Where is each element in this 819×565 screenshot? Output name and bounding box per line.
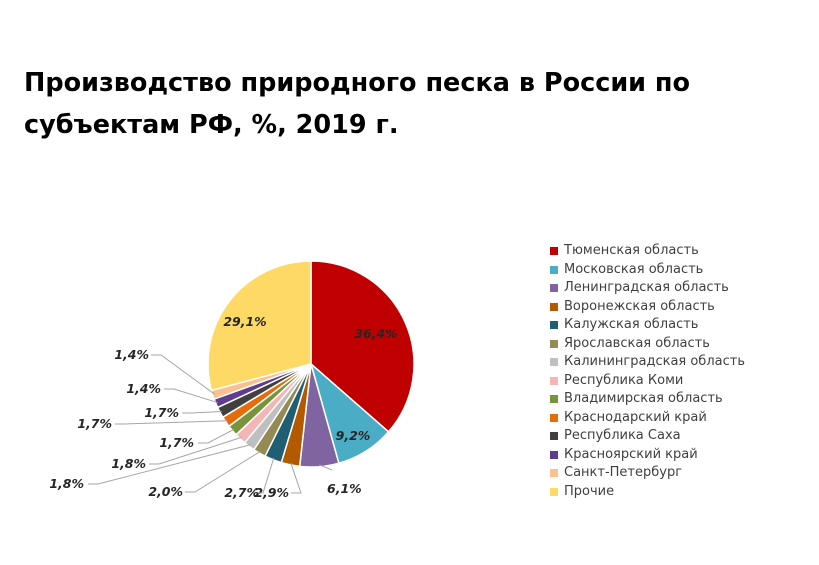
legend-swatch	[550, 247, 558, 256]
legend-label: Ярославская область	[564, 335, 710, 351]
slice-data-label: 1,8%	[49, 476, 84, 491]
legend-label: Калининградская область	[564, 354, 745, 370]
slice-data-label: 2,9%	[254, 485, 289, 500]
legend-swatch	[550, 450, 558, 459]
legend-label: Воронежская область	[564, 298, 715, 314]
legend-label: Республика Коми	[564, 372, 684, 388]
legend-label: Санкт-Петербург	[564, 465, 683, 481]
slice-data-label: 36,4%	[354, 326, 397, 341]
slice-data-label: 1,7%	[77, 416, 112, 431]
slice-data-label: 1,8%	[111, 456, 146, 471]
leader-line	[164, 388, 218, 404]
slice-data-label: 6,1%	[327, 481, 362, 496]
legend-label: Красноярский край	[564, 446, 698, 462]
legend-swatch	[550, 358, 558, 367]
legend-swatch	[550, 413, 558, 422]
slice-data-label: 1,4%	[114, 347, 149, 362]
leader-line	[290, 462, 302, 494]
legend-item: Воронежская область	[550, 298, 745, 317]
legend-label: Тюменская область	[564, 243, 699, 259]
legend-label: Московская область	[564, 261, 704, 277]
legend-item: Московская область	[550, 261, 745, 280]
slice-data-label: 9,2%	[336, 428, 371, 443]
leader-line	[198, 428, 235, 444]
slice-data-label: 1,7%	[159, 435, 194, 450]
legend-item: Ярославская область	[550, 335, 745, 354]
legend-swatch	[550, 284, 558, 293]
leader-line	[253, 457, 275, 494]
legend-swatch	[550, 376, 558, 385]
legend-label: Владимирская область	[564, 391, 723, 407]
pie-slice	[310, 260, 415, 433]
legend-item: Прочие	[550, 483, 745, 502]
leader-line	[88, 444, 251, 485]
slice-data-label: 1,4%	[126, 381, 161, 396]
legend-swatch	[550, 302, 558, 311]
leader-line	[319, 464, 333, 471]
legend-swatch	[550, 487, 558, 496]
legend-item: Краснодарский край	[550, 409, 745, 428]
leader-line	[151, 354, 215, 395]
slice-data-label: 1,7%	[144, 405, 179, 420]
legend-item: Красноярский край	[550, 446, 745, 465]
legend-item: Владимирская область	[550, 390, 745, 409]
pie-slice	[207, 260, 312, 392]
leader-line	[115, 420, 228, 425]
leader-line	[182, 410, 222, 414]
legend-swatch	[550, 339, 558, 348]
legend-label: Краснодарский край	[564, 409, 707, 425]
legend-swatch	[550, 395, 558, 404]
legend-label: Прочие	[564, 483, 615, 499]
legend-label: Калужская область	[564, 317, 699, 333]
legend-swatch	[550, 432, 558, 441]
legend-label: Ленинградская область	[564, 280, 729, 296]
chart-legend: Тюменская область Московская область Ленин…	[550, 242, 745, 501]
legend-item: Республика Коми	[550, 372, 745, 391]
legend-swatch	[550, 321, 558, 330]
legend-item: Тюменская область	[550, 242, 745, 261]
legend-item: Ленинградская область	[550, 279, 745, 298]
leader-line	[185, 450, 261, 493]
legend-swatch	[550, 265, 558, 274]
legend-item: Санкт-Петербург	[550, 464, 745, 483]
leader-line	[149, 436, 242, 465]
chart-title: Производство природного песка в России п…	[24, 68, 691, 140]
legend-item: Калужская область	[550, 316, 745, 335]
slice-data-label: 29,1%	[223, 314, 266, 329]
legend-item: Республика Саха	[550, 427, 745, 446]
slice-data-label: 2,7%	[224, 485, 259, 500]
slice-data-label: 2,0%	[148, 484, 183, 499]
legend-item: Калининградская область	[550, 353, 745, 372]
legend-label: Республика Саха	[564, 428, 681, 444]
legend-swatch	[550, 469, 558, 478]
